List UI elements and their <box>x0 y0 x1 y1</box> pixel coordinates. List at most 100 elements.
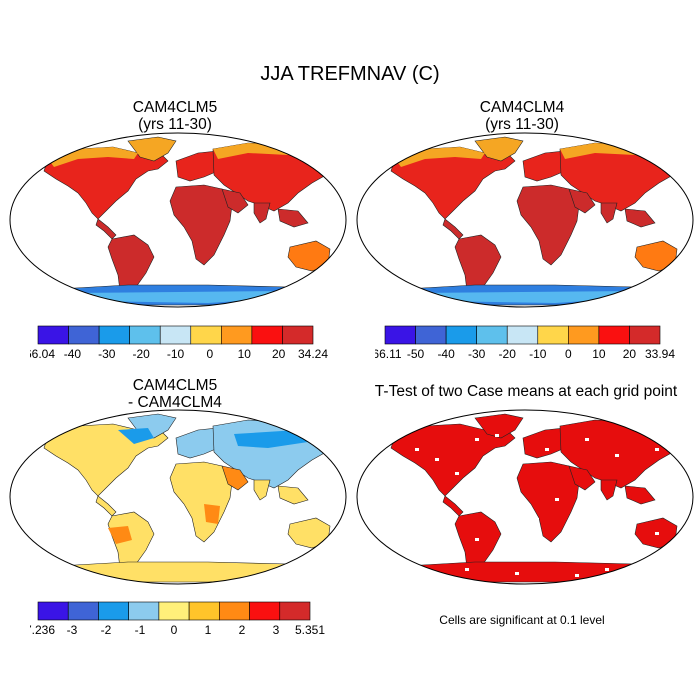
colorbar-label: 33.94 <box>645 347 675 361</box>
colorbar-swatch <box>445 325 477 345</box>
colorbar-label: 0 <box>207 347 214 361</box>
non-significant-cell <box>475 438 479 441</box>
land-india <box>600 202 618 224</box>
non-significant-cell <box>415 448 419 451</box>
colorbar-label: -10 <box>167 347 185 361</box>
colorbar-label: -10 <box>529 347 547 361</box>
colorbar-label: 1 <box>205 623 212 637</box>
map-frame <box>9 409 347 585</box>
colorbar-label: -20 <box>499 347 517 361</box>
land-seasia <box>277 208 309 228</box>
colorbar-swatch <box>249 601 281 621</box>
map-case1 <box>9 132 347 308</box>
land-seasia <box>624 208 656 228</box>
non-significant-cell <box>465 568 469 571</box>
colorbar-swatch <box>68 325 100 345</box>
ttest-note: Cells are significant at 0.1 level <box>439 613 605 627</box>
diff-hot-patch-africa <box>204 504 220 524</box>
non-significant-cell <box>475 538 479 541</box>
land-seasia <box>277 485 309 505</box>
colorbar-label: 34.24 <box>298 347 328 361</box>
land-india <box>253 479 271 501</box>
land-antarctica <box>404 561 657 583</box>
map-diff <box>9 409 347 585</box>
map-frame <box>9 132 347 308</box>
land-antarctica <box>57 561 310 583</box>
land-india <box>600 479 618 501</box>
land-arabia <box>221 465 249 491</box>
panel-ttest-title: T-Test of two Case means at each grid po… <box>374 383 678 400</box>
panel-case2-title: CAM4CLM4 (yrs 11-30) <box>422 99 622 133</box>
colorbar-label: -2 <box>101 623 112 637</box>
panel-diff-title: CAM4CLM5 - CAM4CLM4 <box>75 377 275 411</box>
colorbar-label: -30 <box>98 347 116 361</box>
non-significant-cell <box>545 448 549 451</box>
colorbar-swatch <box>251 325 283 345</box>
non-significant-cell <box>535 518 539 521</box>
non-significant-cell <box>515 572 519 575</box>
non-significant-cell <box>575 574 579 577</box>
diff-cold-patch-siberia <box>234 430 308 448</box>
colorbar-label: -20 <box>132 347 150 361</box>
colorbar-label: -3 <box>67 623 78 637</box>
colorbar-swatch <box>221 325 253 345</box>
colorbar-swatch <box>282 325 314 345</box>
colorbar-label: 20 <box>623 347 637 361</box>
antarctica-edge <box>415 291 645 303</box>
colorbar-swatch <box>598 325 630 345</box>
colorbar-swatch <box>415 325 447 345</box>
colorbar-label: -7.236 <box>30 623 55 637</box>
land-seasia <box>624 485 656 505</box>
land-arabia <box>568 188 596 214</box>
colorbar-label: 2 <box>239 623 246 637</box>
colorbar-case2: -66.11 -50 -40 -30 -20 -10 0 10 20 33.94 <box>375 325 675 361</box>
diff-cold-patch-canada <box>118 428 154 444</box>
land-arabia <box>221 188 249 214</box>
panel-case1-title: CAM4CLM5 (yrs 11-30) <box>75 99 275 133</box>
colorbar-label: -66.11 <box>375 347 402 361</box>
non-significant-cell <box>495 434 499 437</box>
colorbar-case1: -66.04 -40 -30 -20 -10 0 10 20 34.24 <box>30 325 328 361</box>
map-frame <box>356 132 694 308</box>
colorbar-label: 0 <box>565 347 572 361</box>
colorbar-swatch <box>537 325 569 345</box>
non-significant-cell <box>655 532 659 535</box>
colorbar-swatch <box>98 325 130 345</box>
map-case2 <box>356 132 694 308</box>
colorbar-swatch <box>158 601 190 621</box>
colorbar-swatch <box>98 601 129 621</box>
colorbar-label: 3 <box>273 623 280 637</box>
panel-case2-title-line2: (yrs 11-30) <box>485 116 559 133</box>
land-arabia <box>568 465 596 491</box>
map-ttest <box>356 409 694 585</box>
non-significant-cell <box>435 458 439 461</box>
colorbar-swatch <box>188 601 220 621</box>
non-significant-cell <box>455 472 459 475</box>
colorbar-swatch <box>37 601 69 621</box>
colorbar-swatch <box>506 325 539 345</box>
colorbar-label: -40 <box>64 347 82 361</box>
colorbar-label: -40 <box>437 347 455 361</box>
colorbar-swatch <box>159 325 192 345</box>
colorbar-swatch <box>568 325 600 345</box>
colorbar-label: -66.04 <box>30 347 55 361</box>
colorbar-swatch <box>128 601 160 621</box>
panel-diff-title-line1: CAM4CLM5 <box>132 377 218 394</box>
colorbar-label: 10 <box>238 347 252 361</box>
colorbar-swatch <box>629 325 661 345</box>
land-greenland <box>127 136 177 162</box>
colorbar-swatch <box>37 325 69 345</box>
non-significant-cell <box>585 438 589 441</box>
figure-title: JJA TREFMNAV (C) <box>260 63 440 85</box>
map-frame <box>356 409 694 585</box>
non-significant-cell <box>605 568 609 571</box>
colorbar-label: 20 <box>272 347 286 361</box>
colorbar-swatch <box>384 325 416 345</box>
colorbar-swatch <box>129 325 161 345</box>
diff-hot-patch-samerica <box>108 526 132 544</box>
colorbar-swatch <box>67 601 99 621</box>
colorbar-swatch <box>190 325 222 345</box>
panel-diff-title-line2: - CAM4CLM4 <box>128 394 222 411</box>
colorbar-label: -30 <box>468 347 486 361</box>
colorbar-label: -1 <box>135 623 146 637</box>
